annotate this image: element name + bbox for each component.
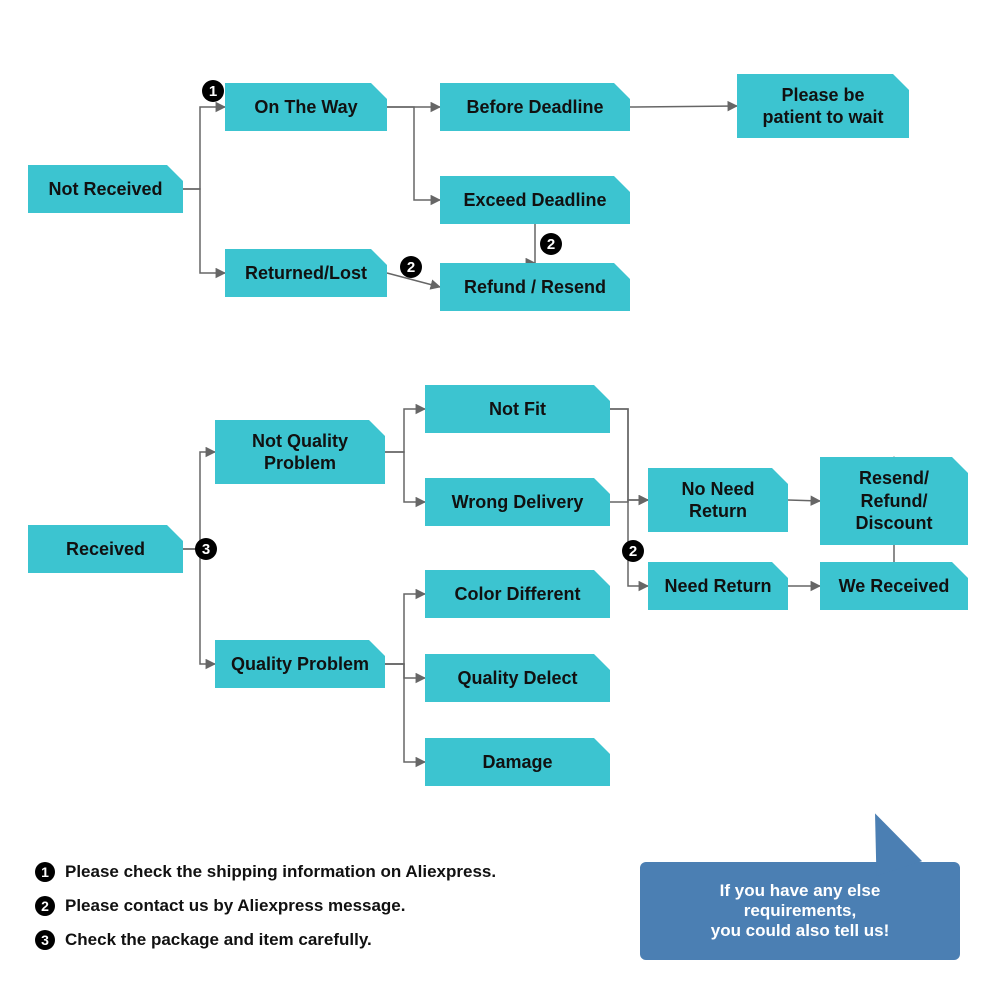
- node-not_received: Not Received: [28, 165, 183, 213]
- step-badge-1: 1: [202, 80, 224, 102]
- node-color_diff: Color Different: [425, 570, 610, 618]
- info-bubble: If you have any elserequirements,you cou…: [640, 862, 960, 960]
- node-before_deadline: Before Deadline: [440, 83, 630, 131]
- step-badge-2: 2: [540, 233, 562, 255]
- node-returned_lost: Returned/Lost: [225, 249, 387, 297]
- node-damage: Damage: [425, 738, 610, 786]
- node-exceed_deadline: Exceed Deadline: [440, 176, 630, 224]
- legend-text: Check the package and item carefully.: [65, 930, 372, 950]
- legend-badge-icon: 3: [35, 930, 55, 950]
- node-need_return: Need Return: [648, 562, 788, 610]
- node-received: Received: [28, 525, 183, 573]
- node-not_fit: Not Fit: [425, 385, 610, 433]
- node-please_wait: Please bepatient to wait: [737, 74, 909, 138]
- node-on_the_way: On The Way: [225, 83, 387, 131]
- step-badge-2: 2: [622, 540, 644, 562]
- step-badge-2: 2: [400, 256, 422, 278]
- node-no_need_return: No NeedReturn: [648, 468, 788, 532]
- node-quality_delect: Quality Delect: [425, 654, 610, 702]
- legend-item-3: 3 Check the package and item carefully.: [35, 930, 372, 950]
- legend-text: Please contact us by Aliexpress message.: [65, 896, 406, 916]
- legend-badge-icon: 1: [35, 862, 55, 882]
- flowchart-stage: If you have any elserequirements,you cou…: [0, 0, 1000, 1000]
- node-not_quality: Not QualityProblem: [215, 420, 385, 484]
- node-quality: Quality Problem: [215, 640, 385, 688]
- node-refund_resend: Refund / Resend: [440, 263, 630, 311]
- legend-badge-icon: 2: [35, 896, 55, 916]
- node-wrong_delivery: Wrong Delivery: [425, 478, 610, 526]
- step-badge-3: 3: [195, 538, 217, 560]
- node-we_received: We Received: [820, 562, 968, 610]
- legend-item-2: 2 Please contact us by Aliexpress message…: [35, 896, 406, 916]
- legend-item-1: 1 Please check the shipping information o…: [35, 862, 496, 882]
- legend-text: Please check the shipping information on…: [65, 862, 496, 882]
- node-resend_refund: Resend/Refund/Discount: [820, 457, 968, 545]
